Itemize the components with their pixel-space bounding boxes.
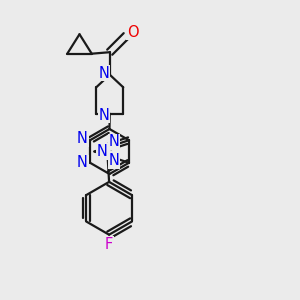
Text: F: F <box>105 237 113 252</box>
Text: N: N <box>77 131 88 146</box>
Text: N: N <box>98 66 109 81</box>
Text: N: N <box>98 108 109 123</box>
Text: N: N <box>77 155 88 170</box>
Text: N: N <box>96 144 107 159</box>
Text: O: O <box>127 25 139 40</box>
Text: N: N <box>109 134 120 149</box>
Text: N: N <box>109 153 120 168</box>
